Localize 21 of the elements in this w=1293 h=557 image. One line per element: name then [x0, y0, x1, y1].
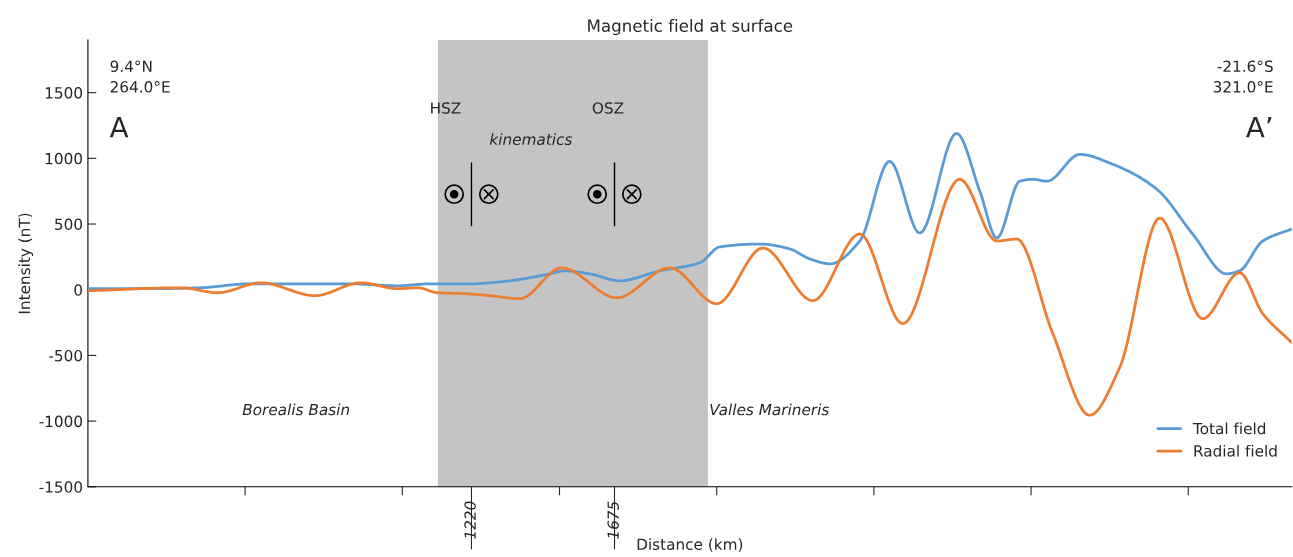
y-tick-label: 500: [55, 218, 83, 231]
legend-label: Total field: [1192, 422, 1266, 435]
annotation: Borealis Basin: [242, 403, 350, 416]
x-axis-title: Distance (km): [637, 538, 743, 552]
annotation: -21.6°S 321.0°E: [1213, 60, 1273, 93]
annotation: A’: [1246, 116, 1272, 138]
annotation: 9.4°N 264.0°E: [110, 60, 170, 93]
y-tick-label: -500: [49, 349, 83, 362]
y-axis-title: Intensity (nT): [18, 213, 34, 314]
legend-label: Radial field: [1194, 444, 1277, 457]
y-tick-label: 1000: [45, 152, 83, 165]
annotation: HSZ: [431, 102, 461, 114]
annotation: OSZ: [592, 102, 624, 114]
chart-title: Magnetic field at surface: [588, 19, 793, 36]
y-tick-label: 1500: [45, 87, 83, 99]
y-tick-label: -1000: [39, 415, 83, 428]
annotation: kinematics: [489, 133, 573, 146]
y-tick-label: -1500: [39, 481, 83, 493]
annotation: A: [109, 116, 129, 138]
y-tick-label: 0: [74, 284, 83, 296]
annotation: Valles Marineris: [710, 403, 830, 416]
